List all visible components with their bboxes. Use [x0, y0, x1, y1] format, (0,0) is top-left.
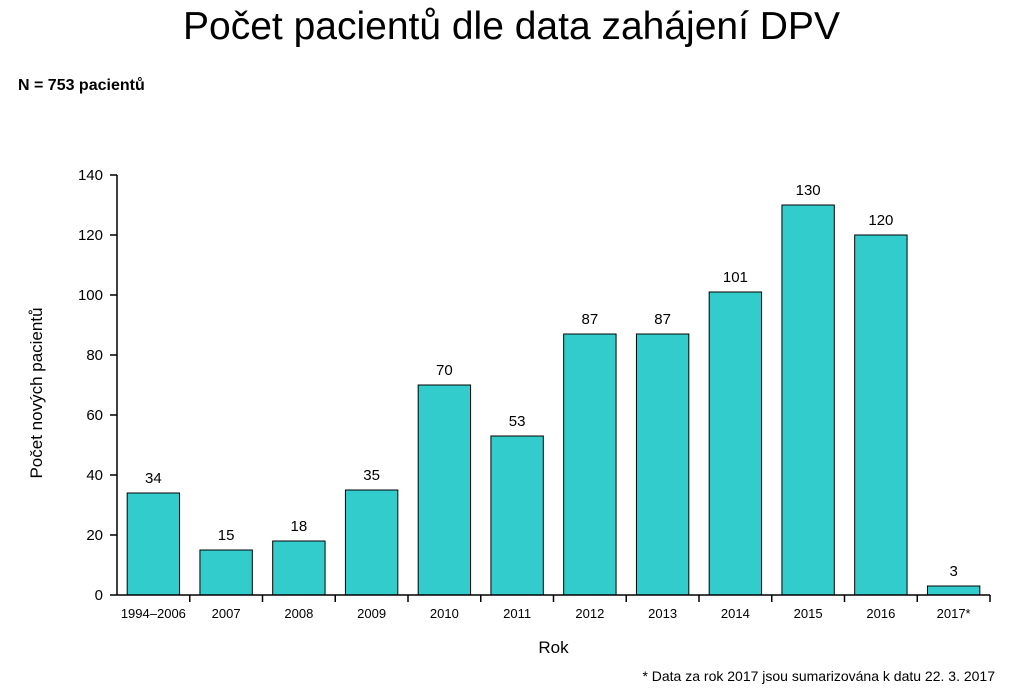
y-tick-label: 140 — [78, 167, 103, 184]
x-tick-label: 2009 — [357, 606, 386, 621]
y-tick-label: 100 — [78, 287, 103, 304]
x-tick-label: 2011 — [503, 606, 531, 621]
x-axis-title: Rok — [538, 638, 569, 657]
y-tick-label: 120 — [78, 227, 103, 244]
data-label: 120 — [868, 212, 893, 229]
bar — [854, 234, 908, 596]
bar — [344, 489, 399, 596]
data-label: 87 — [654, 311, 671, 328]
x-tick-label: 2015 — [794, 606, 823, 621]
x-tick-label: 2010 — [430, 606, 459, 621]
y-tick-label: 60 — [86, 407, 103, 424]
bar — [272, 540, 326, 596]
data-label: 35 — [363, 467, 380, 484]
chart-title: Počet pacientů dle data zahájení DPV — [183, 5, 840, 48]
y-tick-label: 40 — [86, 467, 103, 484]
x-tick-label: 2017* — [937, 606, 971, 621]
data-label: 15 — [218, 527, 235, 544]
bar — [199, 549, 253, 596]
data-label: 101 — [723, 269, 748, 286]
bar — [417, 384, 472, 596]
x-tick-label: 2012 — [575, 606, 604, 621]
data-label: 18 — [291, 518, 308, 535]
bar — [635, 333, 690, 596]
x-tick-label: 2014 — [721, 606, 750, 621]
x-tick-label: 2013 — [648, 606, 677, 621]
x-axis-ticks: 1994–2006 2007 2008 2009 2010 2011 2012 2013 201… — [121, 595, 991, 621]
bar — [926, 585, 981, 596]
data-label: 34 — [145, 470, 162, 487]
y-tick-label: 0 — [95, 587, 103, 604]
x-tick-label: 2016 — [866, 606, 895, 621]
y-tick-label: 80 — [86, 347, 103, 364]
bars: 34 15 18 35 70 53 87 87 101 130 120 3 — [126, 182, 981, 596]
y-tick-label: 20 — [86, 527, 103, 544]
x-tick-label: 2007 — [212, 606, 241, 621]
chart-subtitle: N = 753 pacientů — [18, 77, 145, 94]
footnote: * Data za rok 2017 jsou sumarizována k d… — [642, 668, 995, 684]
data-label: 3 — [949, 563, 957, 580]
data-label: 70 — [436, 362, 453, 379]
data-label: 53 — [509, 413, 526, 430]
x-tick-label: 2008 — [284, 606, 313, 621]
bar — [708, 291, 763, 596]
data-label: 130 — [796, 182, 821, 199]
data-label: 87 — [582, 311, 599, 328]
bar — [563, 333, 617, 596]
bar — [490, 435, 544, 596]
bar — [126, 492, 181, 596]
y-axis-title: Počet nových pacientů — [27, 307, 46, 478]
bar — [781, 204, 835, 596]
x-tick-label: 1994–2006 — [121, 606, 186, 621]
y-axis-ticks: 0 20 40 60 80 100 120 140 — [78, 167, 117, 604]
